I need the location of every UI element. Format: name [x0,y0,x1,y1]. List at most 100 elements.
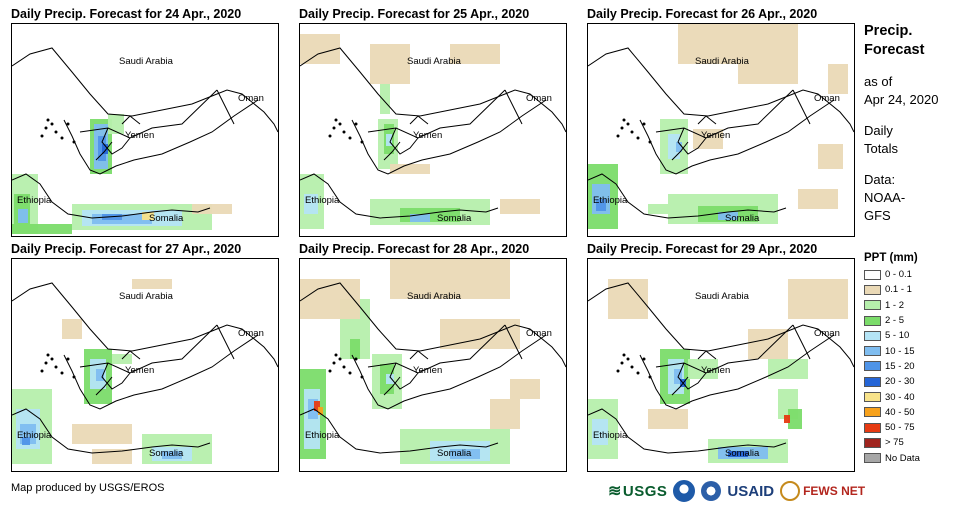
precip-cell [370,44,410,84]
island-marker [636,371,640,375]
map-panel-5: Daily Precip. Forecast for 28 Apr., 2020… [299,242,574,482]
yemen-admin-borders [367,324,523,396]
precip-cell [668,134,680,159]
island-marker [60,371,64,375]
island-marker [334,353,338,357]
map-frame: Saudi Arabia Oman Yemen Ethiopia Somalia [299,23,567,237]
legend-item: > 75 [864,435,920,450]
legend-item: 40 - 50 [864,405,920,420]
island-marker [332,361,336,365]
island-marker [72,375,76,379]
precip-cell [132,279,172,289]
precip-cell [768,359,808,379]
country-label-somalia: Somalia [725,213,760,224]
usgs-wave-icon: ≋ [608,483,622,500]
yemen-admin-borders [655,324,811,396]
legend-swatch [864,330,881,341]
legend-swatch [864,300,881,311]
map-credit: Map produced by USGS/EROS [11,482,165,494]
yemen-admin-borders [79,89,235,161]
country-label-saudi: Saudi Arabia [407,291,461,302]
country-label-yemen: Yemen [413,130,443,141]
island-marker [46,353,50,357]
island-marker [360,140,364,144]
island-marker [334,118,338,122]
country-label-yemen: Yemen [413,365,443,376]
precip-cell [300,279,360,319]
country-label-ethiopia: Ethiopia [305,430,340,441]
island-marker [354,122,358,126]
precip-cell [596,199,606,211]
precip-cell [608,279,648,319]
panel-title: Daily Precip. Forecast for 25 Apr., 2020 [299,7,530,21]
island-marker [72,140,76,144]
precip-cell [72,424,132,444]
island-marker [360,375,364,379]
map-frame: Saudi Arabia Oman Yemen Ethiopia Somalia [587,23,855,237]
panel-title: Daily Precip. Forecast for 28 Apr., 2020 [299,242,530,256]
saudi-border [588,47,854,133]
island-marker [348,371,352,375]
country-label-ethiopia: Ethiopia [305,195,340,206]
precip-cell [788,409,802,429]
precip-cell [22,437,30,445]
island-marker [626,122,630,126]
legend-item: 10 - 15 [864,343,920,358]
island-marker [648,140,652,144]
country-label-yemen: Yemen [701,130,731,141]
island-marker [332,126,336,130]
legend: 0 - 0.1 0.1 - 1 1 - 2 2 - 5 5 - 10 10 - 15 15 … [864,267,920,466]
island-marker [328,134,332,138]
sidebar: Precip. Forecast as of Apr 24, 2020 Dail… [864,22,964,225]
country-label-ethiopia: Ethiopia [593,430,628,441]
arabia-coastline [351,99,547,175]
saudi-border [300,47,566,133]
africa-coastline [588,408,787,454]
island-marker [626,357,630,361]
saudi-border [12,282,278,368]
partner-logos: ≋ USGS USAID FEWS NET [608,478,865,504]
island-marker [46,118,50,122]
nasa-logo-icon [701,481,722,501]
legend-swatch [864,376,881,387]
data-source-line1: Data: [864,172,896,187]
arabia-coastline [351,334,547,410]
africa-coastline [12,408,211,454]
country-label-oman: Oman [238,93,264,104]
fews-logo-text: FEWS NET [803,484,866,498]
island-marker [66,122,70,126]
legend-label: 15 - 20 [885,360,915,372]
legend-item: No Data [864,451,920,466]
precip-cell [410,214,430,222]
island-marker [338,122,342,126]
panel-title: Daily Precip. Forecast for 27 Apr., 2020 [11,242,242,256]
precip-cell [510,379,540,399]
usaid-logo-text: USAID [727,482,775,500]
country-label-oman: Oman [814,93,840,104]
legend-item: 20 - 30 [864,374,920,389]
legend-label: 20 - 30 [885,376,915,388]
legend-swatch [864,284,881,295]
precip-map [12,47,278,234]
totals-line2: Totals [864,141,898,156]
island-marker [648,375,652,379]
saudi-border [12,47,278,133]
island-marker [622,353,626,357]
island-marker [44,361,48,365]
country-label-yemen: Yemen [125,365,155,376]
totals-line1: Daily [864,123,893,138]
legend-swatch [864,453,881,464]
precip-cell [676,142,682,152]
country-label-somalia: Somalia [149,448,184,459]
precip-cell [314,401,320,411]
precip-map [588,24,854,229]
legend-item: 5 - 10 [864,328,920,343]
precip-map [300,259,566,464]
precip-cell [718,212,738,220]
precip-cell [648,204,668,214]
legend-title: PPT (mm) [864,252,918,264]
legend-swatch [864,407,881,418]
precip-map [588,279,854,463]
country-label-saudi: Saudi Arabia [407,56,461,67]
legend-swatch [864,361,881,372]
